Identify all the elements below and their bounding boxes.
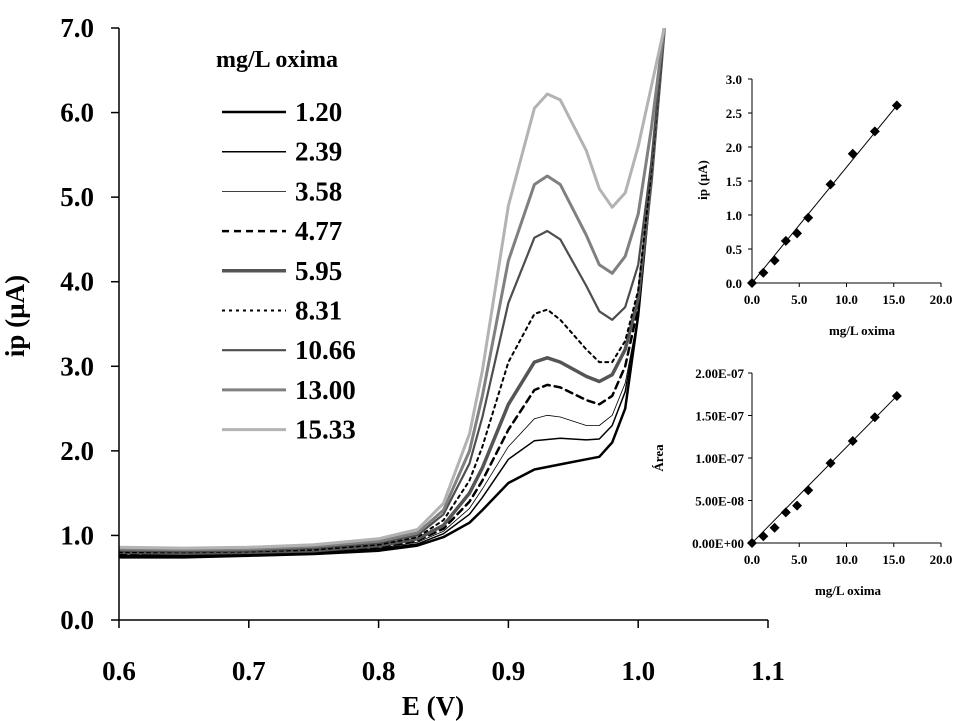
legend-label: 13.00 <box>295 375 356 405</box>
main-x-tick-label: 0.7 <box>232 656 266 686</box>
series-line-4.77 <box>119 28 666 556</box>
main-y-tick-label: 3.0 <box>60 351 94 381</box>
inset-ip-data-point <box>825 179 836 190</box>
inset-ip-y-tick-label: 0.5 <box>726 242 743 257</box>
main-y-tick-label: 1.0 <box>60 520 94 550</box>
main-y-tick-label: 5.0 <box>60 182 94 212</box>
inset-area-x-tick-label: 20.0 <box>930 552 953 567</box>
inset-ip-y-tick-label: 0.0 <box>726 276 742 291</box>
main-chart: 0.6 0.7 0.8 0.9 1.0 1.1 0.0 1.0 2.0 3.0 4.0 5.0 6.0 7… <box>0 13 785 721</box>
inset-area-data-point <box>769 522 780 533</box>
series-line-1.20 <box>119 28 666 559</box>
inset-ip-data-point <box>747 278 757 288</box>
inset-ip-trendline <box>751 105 898 284</box>
main-y-axis-label: ip (µA) <box>0 275 30 357</box>
inset-area-x-tick-label: 10.0 <box>835 552 858 567</box>
inset-ip-data-point <box>769 255 780 266</box>
inset-ip-x-tick-label: 0.0 <box>744 292 760 307</box>
inset-area-data-point <box>869 412 880 423</box>
inset-area-y-tick-label: 5.00E-08 <box>695 494 744 509</box>
legend-label: 4.77 <box>295 216 342 246</box>
main-x-tick-label: 0.6 <box>102 656 136 686</box>
inset-area-x-tick-label: 0.0 <box>744 552 760 567</box>
series-line-8.31 <box>119 28 666 554</box>
inset-area-y-tick-label: 1.00E-07 <box>695 451 744 466</box>
inset-ip-data-point <box>891 100 902 111</box>
inset-ip-y-tick-label: 2.5 <box>726 106 743 121</box>
inset-area-plot: 0.0 5.0 10.0 15.0 20.0 0.00E+00 5.00E-08 1.00E-… <box>692 366 952 567</box>
inset-ip-x-axis-label: mg/L oxima <box>829 323 896 338</box>
main-y-tick-label: 7.0 <box>60 13 94 43</box>
inset-ip-y-tick-label: 1.0 <box>726 208 742 223</box>
main-x-tick-label: 0.9 <box>492 656 526 686</box>
main-x-tick-label: 1.1 <box>751 656 785 686</box>
inset-area-x-axis-label: mg/L oxima <box>815 583 882 598</box>
inset-ip-y-axis-label: ip (µA) <box>695 160 710 200</box>
inset-ip-x-tick-label: 10.0 <box>835 292 858 307</box>
inset-area-trendline <box>751 395 898 544</box>
inset-area-x-tick-label: 5.0 <box>791 552 807 567</box>
inset-area-data-point <box>803 485 814 496</box>
legend-label: 15.33 <box>295 415 356 445</box>
inset-ip-y-tick-label: 2.0 <box>726 140 742 155</box>
inset-area-data-point <box>825 458 836 469</box>
series-line-3.58 <box>119 28 665 556</box>
legend-label: 8.31 <box>295 296 342 326</box>
inset-area-x-tick-label: 15.0 <box>882 552 905 567</box>
main-x-axis-label: E (V) <box>402 691 464 721</box>
legend-label: 3.58 <box>295 176 342 206</box>
inset-area-data-point <box>891 390 902 401</box>
inset-ip-data-point <box>792 228 803 239</box>
inset-ip-data-point <box>803 212 814 223</box>
main-tick-labels: 0.6 0.7 0.8 0.9 1.0 1.1 0.0 1.0 2.0 3.0 4.0 5.0 6.0 7… <box>60 13 785 686</box>
inset-area-y-tick-label: 2.00E-07 <box>695 366 744 381</box>
inset-ip-data-point <box>869 126 880 137</box>
inset-ip-chart: 0.0 5.0 10.0 15.0 20.00.00.51.01.52.02.53.0 … <box>695 72 952 338</box>
inset-area-data-point <box>847 436 858 446</box>
inset-area-y-tick-label: 0.00E+00 <box>692 536 744 551</box>
inset-ip-y-tick-label: 1.5 <box>726 174 743 189</box>
inset-ip-x-tick-label: 15.0 <box>882 292 905 307</box>
series-line-15.33 <box>119 28 666 550</box>
main-y-tick-label: 2.0 <box>60 436 94 466</box>
inset-area-data-point <box>780 507 791 518</box>
inset-area-chart: 0.0 5.0 10.0 15.0 20.0 0.00E+00 5.00E-08 1.00E-… <box>651 366 952 598</box>
series-line-10.66 <box>119 28 666 553</box>
legend-label: 1.20 <box>295 97 342 127</box>
series-line-5.95 <box>119 28 666 555</box>
legend-title: mg/L oxima <box>216 47 338 73</box>
inset-area-data-point <box>792 500 803 511</box>
inset-ip-x-tick-label: 20.0 <box>930 292 953 307</box>
main-series-lines <box>119 28 666 559</box>
main-x-tick-label: 0.8 <box>362 656 396 686</box>
inset-area-y-axis-label: Área <box>651 444 666 472</box>
legend-label: 10.66 <box>295 335 356 365</box>
legend-label: 2.39 <box>295 137 342 167</box>
inset-area-y-tick-label: 1.50E-07 <box>695 409 744 424</box>
series-line-13.00 <box>119 28 666 552</box>
inset-ip-x-tick-label: 5.0 <box>791 292 807 307</box>
main-y-tick-label: 0.0 <box>60 605 94 635</box>
inset-ip-data-point <box>758 267 769 278</box>
main-x-tick-label: 1.0 <box>621 656 655 686</box>
inset-ip-data-point <box>847 148 858 159</box>
main-y-tick-label: 4.0 <box>60 267 94 297</box>
inset-ip-data-point <box>780 235 791 246</box>
inset-area-data-point <box>758 531 769 542</box>
inset-ip-plot: 0.0 5.0 10.0 15.0 20.0 0.0 0.5 1.0 1.5 2.0 2.5 3.0 <box>726 72 953 307</box>
series-line-2.39 <box>119 28 665 557</box>
legend-label: 5.95 <box>295 256 342 286</box>
inset-area-data-point <box>747 538 757 548</box>
legend: mg/L oxima 1.20 2.39 3.58 4.77 5.95 8.31 10.66… <box>216 47 356 445</box>
main-axes <box>111 27 769 628</box>
inset-ip-y-tick-label: 3.0 <box>726 72 742 87</box>
main-y-tick-label: 6.0 <box>60 98 94 128</box>
